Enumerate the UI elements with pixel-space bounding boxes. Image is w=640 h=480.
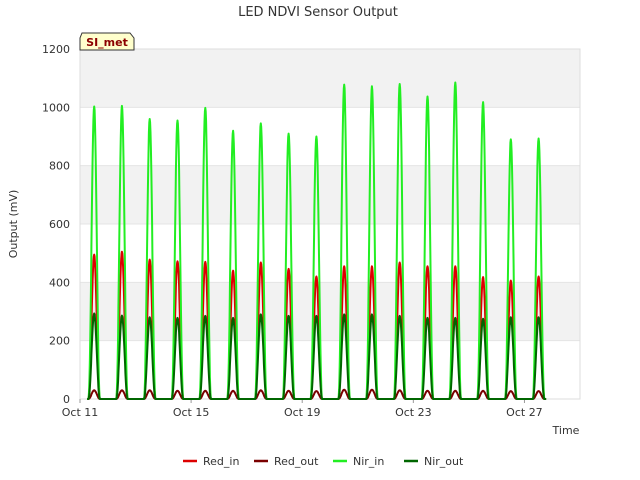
grid-band [80,49,580,108]
y-tick-label: 200 [49,335,70,348]
legend-item: Nir_out [404,455,464,468]
y-axis-ticks: 0 200 400 600 800 1000 1200 [42,43,70,406]
legend-item: Nir_in [333,455,384,468]
y-tick-label: 600 [49,218,70,231]
x-tick-label: Oct 11 [62,406,99,419]
grid-bands [80,49,580,341]
x-tick-label: Oct 15 [173,406,210,419]
y-tick-label: 800 [49,160,70,173]
chart-title: LED NDVI Sensor Output [238,5,398,20]
legend-label: Nir_out [424,455,464,468]
legend-label: Red_out [274,455,319,468]
grid-band [80,282,580,341]
y-tick-label: 1200 [42,43,70,56]
legend: Red_in Red_out Nir_in Nir_out [183,455,464,468]
x-axis-ticks: Oct 11 Oct 15 Oct 19 Oct 23 Oct 27 [62,399,543,419]
badge-label: SI_met [86,36,128,49]
series-line-nir-out [87,312,547,400]
legend-label: Nir_in [353,455,384,468]
y-tick-label: 1000 [42,101,70,114]
y-axis-label: Output (mV) [7,190,20,259]
series-lines [87,81,547,400]
x-axis-label: Time [552,424,580,437]
x-tick-label: Oct 19 [284,406,321,419]
x-tick-label: Oct 23 [395,406,432,419]
site-badge: SI_met [79,32,135,51]
x-tick-label: Oct 27 [506,406,543,419]
legend-item: Red_out [254,455,319,468]
grid-band [80,165,580,224]
badge-shape [79,32,135,51]
legend-label: Red_in [203,455,239,468]
series-line-nir-in [87,81,547,400]
y-tick-label: 400 [49,276,70,289]
legend-item: Red_in [183,455,239,468]
y-tick-label: 0 [63,393,70,406]
